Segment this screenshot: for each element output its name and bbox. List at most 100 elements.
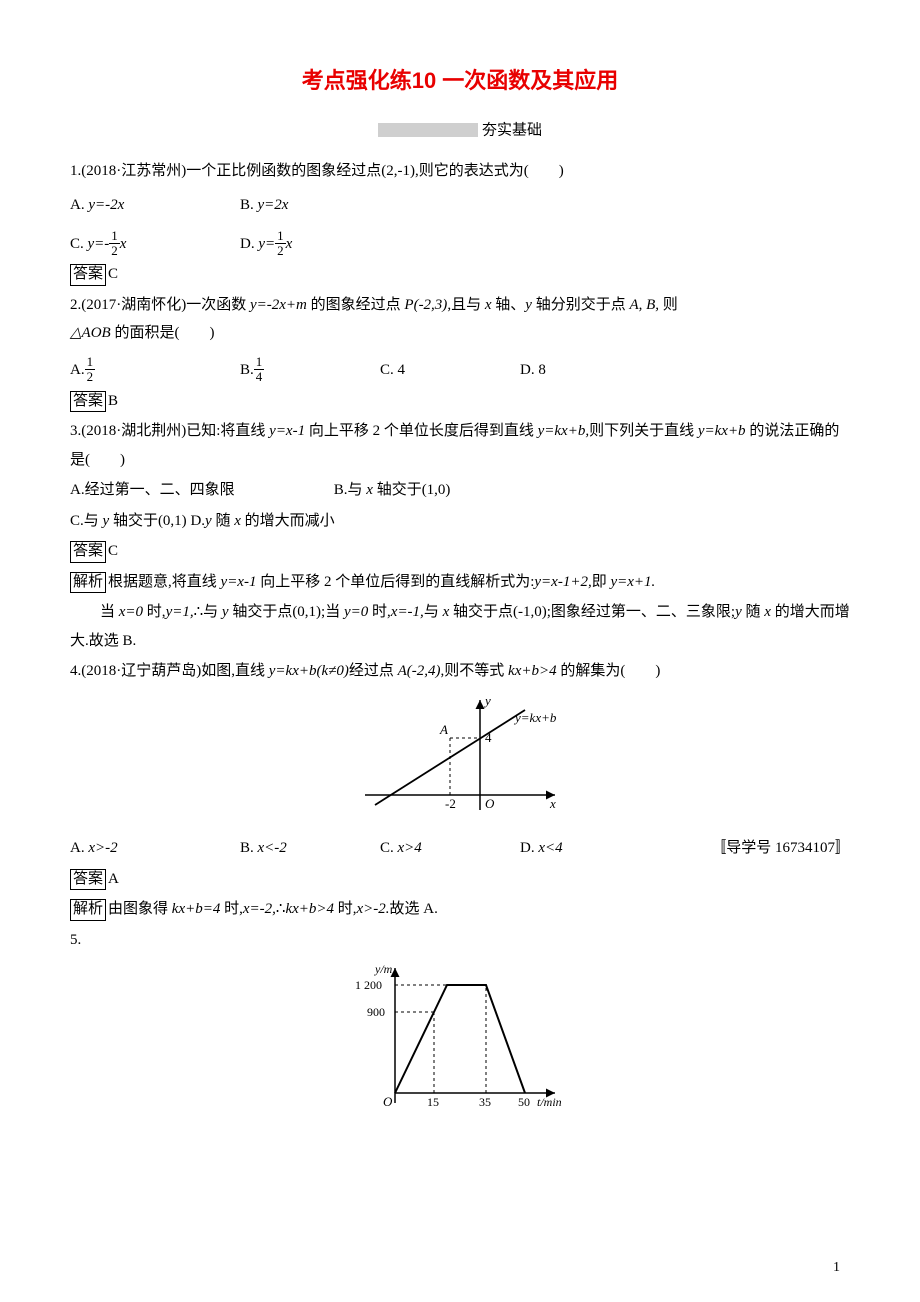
q1-opt-b-eq: y=2x (258, 197, 289, 213)
q4-chart-svg: A 4 -2 O x y y=kx+b (345, 690, 575, 820)
q4-opt-d: D. x<4 (520, 834, 563, 863)
y: y (735, 604, 742, 620)
eq: y=x+1. (610, 574, 655, 590)
subtitle-bar (378, 123, 478, 137)
t: 的面积是( ) (111, 325, 215, 341)
explain-label: 解析 (70, 899, 106, 921)
y: y (205, 513, 212, 529)
q3-opt-a: A.经过第一、二、四象限 (70, 476, 330, 505)
eq: x>-2. (357, 901, 390, 917)
x: x (366, 482, 373, 498)
q5-ytick-900: 900 (367, 1005, 385, 1019)
q3-answer: C (108, 543, 118, 559)
frac-den: 4 (254, 370, 265, 384)
answer-label: 答案 (70, 264, 106, 286)
q5-xtick-35: 35 (479, 1095, 491, 1109)
q5-label: 5. (70, 926, 850, 955)
q5-ytick-1200: 1 200 (355, 978, 382, 992)
q4-stem: 4.(2018·辽宁葫芦岛)如图,直线 y=kx+b(k≠0)经过点 A(-2,… (70, 657, 850, 686)
eq: x=-1, (391, 604, 424, 620)
frac-num: 1 (85, 355, 96, 370)
post: 的增大而减小 (241, 513, 335, 529)
post: 轴交于(1,0) (373, 482, 451, 498)
q1-opt-a: A. y=-2x (70, 191, 240, 220)
t: 3.(2018·湖北荆州)已知:将直线 (70, 423, 269, 439)
q1-answer-line: 答案C (70, 260, 850, 289)
pt: A(-2,4) (398, 663, 441, 679)
frac-den: 2 (275, 244, 286, 258)
q1-opt-a-eq: y=-2x (88, 197, 124, 213)
q1-opts-row2: C. y=-12x D. y=12x (70, 230, 850, 259)
pre: D. (520, 840, 538, 856)
q1-opt-b: B. y=2x (240, 191, 410, 220)
tri: △AOB (70, 325, 111, 341)
q4-opt-a: A. x>-2 (70, 834, 240, 863)
q1-opt-c-frac: 12 (109, 229, 120, 257)
q4-explain: 解析由图象得 kx+b=4 时,x=-2,∴kx+b>4 时,x>-2.故选 A… (70, 895, 850, 924)
q3-stem: 3.(2018·湖北荆州)已知:将直线 y=x-1 向上平移 2 个单位长度后得… (70, 417, 850, 474)
eq: y=kx+b (698, 423, 746, 439)
t: ,且与 (447, 297, 485, 313)
q2-answer-line: 答案B (70, 387, 850, 416)
q2-opt-a: A.12 (70, 356, 240, 385)
q5-origin: O (383, 1094, 393, 1109)
t: ∴与 (194, 604, 222, 620)
x: x (485, 297, 492, 313)
q1-stem: 1.(2018·江苏常州)一个正比例函数的图象经过点(2,-1),则它的表达式为… (70, 157, 850, 186)
q3-explain-1: 解析根据题意,将直线 y=x-1 向上平移 2 个单位后得到的直线解析式为:y=… (70, 568, 850, 597)
q3-answer-line: 答案C (70, 537, 850, 566)
q2-opt-a-frac: 12 (85, 355, 96, 383)
eq: x=0 (119, 604, 143, 620)
q3-opts-row1: A.经过第一、二、四象限 B.与 x 轴交于(1,0) (70, 476, 850, 505)
q3-opt-b: B.与 x 轴交于(1,0) (334, 482, 451, 498)
frac-num: 1 (254, 355, 265, 370)
page-title: 考点强化练10 一次函数及其应用 (70, 60, 850, 102)
pre: B. (240, 840, 258, 856)
t: 轴交于点(-1,0);图象经过第一、二、三象限; (449, 604, 735, 620)
q1-opt-d: D. y=12x (240, 230, 410, 259)
eq: x<-2 (258, 840, 287, 856)
q5-yaxis-label: y/m (374, 962, 393, 976)
q1-opt-d-right: x (286, 236, 293, 252)
eq: x=-2, (243, 901, 276, 917)
t: 当 (70, 604, 119, 620)
pre: C.与 (70, 513, 103, 529)
t: ∴ (276, 901, 286, 917)
q2-opt-d: D. 8 (520, 356, 620, 385)
t: 故选 A. (390, 901, 438, 917)
q4-ytick-4: 4 (485, 730, 492, 745)
eq: x<4 (538, 840, 562, 856)
frac-den: 2 (85, 370, 96, 384)
frac-den: 2 (109, 244, 120, 258)
answer-label: 答案 (70, 541, 106, 563)
eq: y=kx+b(k≠0) (269, 663, 349, 679)
t: 时, (334, 901, 357, 917)
q3-explain-2: 当 x=0 时,y=1,∴与 y 轴交于点(0,1);当 y=0 时,x=-1,… (70, 598, 850, 655)
q4-figure: A 4 -2 O x y y=kx+b (70, 690, 850, 831)
q1-answer: C (108, 266, 118, 282)
eq: y=0 (344, 604, 368, 620)
eq: kx+b>4 (285, 901, 334, 917)
q1-opt-d-pre: D. (240, 236, 258, 252)
pre: C. (380, 840, 398, 856)
q1-opt-a-pre: A. (70, 197, 88, 213)
q5-xtick-15: 15 (427, 1095, 439, 1109)
eq: y=x-1+2, (534, 574, 591, 590)
t: 则下列关于直线 (589, 423, 698, 439)
x: x (764, 604, 771, 620)
q4-opt-b: B. x<-2 (240, 834, 380, 863)
q5-chart-svg: y/m t/min O 1 200 900 15 35 50 (345, 958, 575, 1118)
q4-origin: O (485, 796, 495, 811)
t: ,则不等式 (441, 663, 509, 679)
eq: x>-2 (88, 840, 117, 856)
eq: y=kx+b, (538, 423, 589, 439)
eq: x>4 (398, 840, 422, 856)
t: 时, (143, 604, 166, 620)
t: 时, (220, 901, 243, 917)
pre: A. (70, 840, 88, 856)
frac-num: 1 (109, 229, 120, 244)
t: 由图象得 (108, 901, 172, 917)
t: 向上平移 2 个单位后得到的直线解析式为: (256, 574, 534, 590)
page-number: 1 (833, 1255, 840, 1282)
q2-opt-b: B.14 (240, 356, 380, 385)
